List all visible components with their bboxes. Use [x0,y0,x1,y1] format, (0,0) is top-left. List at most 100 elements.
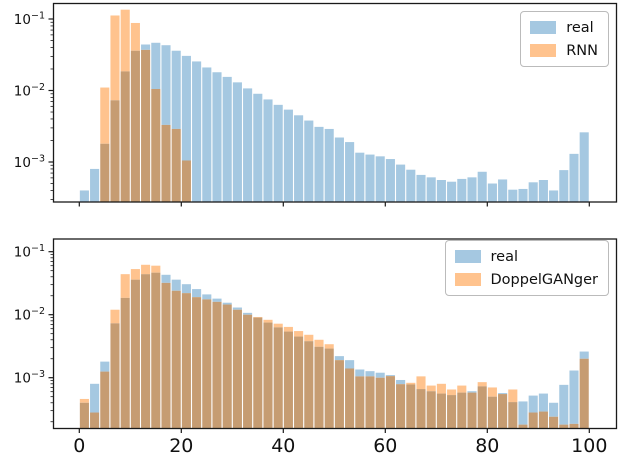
hist-bar [457,178,467,202]
hist-bar-cap [436,383,446,394]
legend-label-real-2: real [490,248,518,265]
legend-swatch-rnn [530,44,557,57]
hist-bar [232,82,242,202]
hist-bar-overlap [345,368,355,429]
y-tick-label: 10−2 [14,82,45,100]
hist-bar [90,168,100,202]
hist-bar-cap [171,279,181,291]
hist-bar [518,188,528,202]
hist-bar-overlap [181,160,191,202]
y-tick-label: 10−2 [14,306,45,324]
y-tick-label: 10−3 [14,153,45,171]
hist-bar [559,170,569,202]
hist-bar-cap [334,356,344,361]
x-tick-label: 40 [271,435,295,457]
hist-bar [365,154,375,202]
hist-bar-overlap [416,389,426,429]
legend-swatch-real-2 [454,250,481,263]
hist-bar-overlap [151,88,161,202]
hist-bar-cap [100,87,110,144]
y-tick-label: 10−1 [14,10,45,28]
hist-bar-overlap [375,377,385,429]
hist-bar [334,137,344,202]
hist-bar [202,67,212,202]
panel-bottom: 0 20 40 60 80 100 10−1 10−2 10−3 [14,238,618,457]
x-tick-label: 100 [571,435,607,457]
hist-bar-overlap [508,402,518,429]
hist-bar-cap [110,309,120,324]
hist-bar-cap [141,44,151,50]
hist-bar-cap [365,371,375,377]
hist-bar-overlap [447,395,457,429]
hist-bar-overlap [294,336,304,429]
hist-bar [222,76,232,202]
hist-bar-cap [181,55,191,161]
legend-label-doppelganger: DoppelGANger [490,271,598,288]
hist-bar-overlap [120,71,130,203]
legend-label-rnn: RNN [566,42,598,59]
x-tick-label: 80 [475,435,499,457]
hist-bar [477,171,487,202]
hist-bar-overlap [498,394,508,429]
hist-bar-overlap [304,341,314,429]
hist-bar-overlap [120,297,130,429]
hist-bar-cap [273,323,283,328]
hist-bar [253,93,263,202]
hist-bar-overlap [467,392,477,429]
x-tick-label: 60 [373,435,397,457]
x-tick-label: 0 [73,435,85,457]
axes-border [52,2,618,203]
hist-bar [192,61,202,203]
hist-bar-cap [243,312,253,315]
panel-top: 10−1 10−2 10−3 [14,2,618,207]
hist-bar-cap [324,344,334,349]
hist-bar [385,159,395,202]
hist-bar [498,179,508,202]
hist-bar [487,183,497,202]
hist-bar-cap [569,370,579,424]
hist-bar-overlap [559,424,569,429]
hist-bar [467,177,477,202]
legend-swatch-real [530,21,557,34]
hist-bar-overlap [130,50,140,203]
hist-bar [436,180,446,202]
panel-top-bars [79,9,589,203]
hist-bar-overlap [518,424,528,429]
hist-bar-cap [130,22,140,51]
hist-bar-overlap [79,402,89,429]
legend-entry-rnn: RNN [530,40,598,61]
x-ticks [78,202,590,207]
hist-bar-overlap [161,124,171,202]
hist-bar-overlap [130,279,140,429]
hist-bar-overlap [243,314,253,429]
legend-bottom: real DoppelGANger [444,240,609,296]
hist-bar-cap [508,389,518,403]
hist-bar [416,174,426,202]
hist-bar [528,182,538,202]
hist-bar-overlap [232,309,242,429]
hist-bar [508,189,518,202]
hist-bar-cap [161,45,171,125]
hist-bar-cap [426,385,436,392]
hist-bar-overlap [110,100,120,202]
hist-bar-overlap [334,360,344,429]
hist-bar-cap [161,274,171,283]
hist-bar-cap [151,265,161,273]
hist-bar [263,99,273,202]
hist-bar-overlap [181,293,191,429]
hist-bar [447,181,457,202]
hist-bar-overlap [538,411,548,429]
hist-bar-overlap [487,396,497,429]
hist-bar-cap [559,384,569,425]
hist-bar-cap [375,372,385,378]
hist-bar [549,190,559,202]
hist-bar [273,104,283,202]
hist-bar-overlap [579,358,589,429]
hist-bar-overlap [192,297,202,429]
hist-bar-overlap [263,322,273,429]
hist-bar-overlap [212,301,222,429]
hist-bar [79,190,89,202]
hist-bar-cap [457,385,467,393]
